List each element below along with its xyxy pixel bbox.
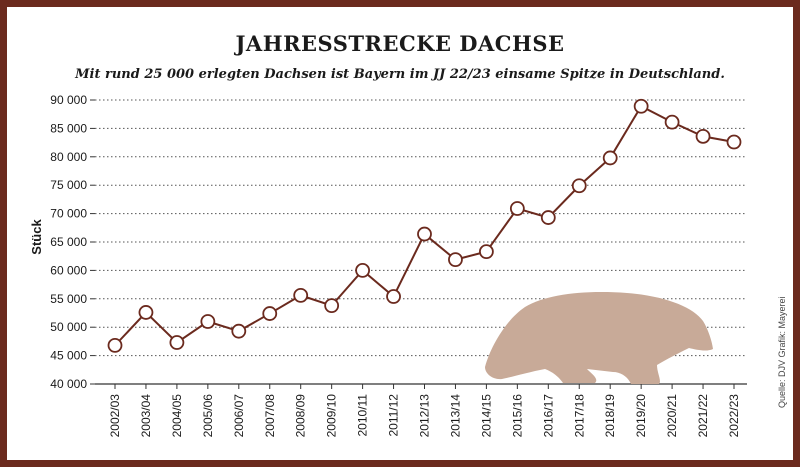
x-tick-label: 2022/23 xyxy=(727,394,741,438)
data-point xyxy=(571,178,587,194)
data-point xyxy=(664,114,680,130)
x-tick-label: 2011/12 xyxy=(387,394,401,437)
data-point xyxy=(633,98,649,114)
x-tick-label: 2006/07 xyxy=(232,394,246,438)
x-tick-label: 2019/20 xyxy=(634,394,648,438)
data-markers xyxy=(107,98,742,353)
data-point xyxy=(138,305,154,320)
y-tick-label: 85 000 xyxy=(50,121,87,135)
x-tick-label: 2017/18 xyxy=(572,394,586,438)
badger-icon xyxy=(485,292,713,384)
chart-title: JAHRESSTRECKE DACHSE xyxy=(235,31,565,56)
y-tick-label: 55 000 xyxy=(50,292,87,306)
data-point xyxy=(231,323,247,339)
data-point xyxy=(602,150,618,166)
y-tick-label: 75 000 xyxy=(50,178,87,192)
y-tick-label: 70 000 xyxy=(50,207,87,221)
y-tick-label: 45 000 xyxy=(50,349,87,363)
data-point xyxy=(293,287,309,303)
x-tick-label: 2002/03 xyxy=(108,394,122,438)
x-tick-labels: 2002/03 2003/04 2004/05 2005/06 2006/07 2007/… xyxy=(108,394,741,438)
x-tick-label: 2018/19 xyxy=(603,394,617,438)
x-tick-label: 2016/17 xyxy=(541,394,555,438)
y-tick-label: 65 000 xyxy=(50,235,87,249)
x-tick-label: 2010/11 xyxy=(356,394,370,437)
data-point xyxy=(540,210,556,225)
data-point xyxy=(478,244,494,260)
data-point xyxy=(448,252,463,268)
x-tick-label: 2013/14 xyxy=(448,394,462,438)
x-tick-label: 2003/04 xyxy=(139,394,153,438)
badger-silhouette xyxy=(485,292,713,384)
data-point xyxy=(324,298,340,314)
data-point xyxy=(107,337,123,353)
x-tick-label: 2021/22 xyxy=(696,394,710,438)
x-tick-label: 2015/16 xyxy=(510,394,524,438)
x-tick-label: 2009/10 xyxy=(325,394,339,438)
data-point xyxy=(386,289,401,304)
y-tick-label: 80 000 xyxy=(50,150,87,164)
x-tick-label: 2004/05 xyxy=(170,394,184,438)
y-tick-label: 50 000 xyxy=(50,320,87,334)
data-point xyxy=(726,134,742,150)
x-tick-label: 2007/08 xyxy=(263,394,277,438)
x-tick-label: 2020/21 xyxy=(665,394,679,438)
x-tick-label: 2012/13 xyxy=(418,394,432,438)
chart-subtitle: Mit rund 25 000 erlegten Dachsen ist Bay… xyxy=(75,67,725,82)
data-point xyxy=(509,201,525,216)
data-point xyxy=(355,262,371,278)
x-tick-label: 2014/15 xyxy=(479,394,493,438)
y-tick-label: 40 000 xyxy=(50,377,87,391)
x-tick-label: 2008/09 xyxy=(294,394,308,438)
y-tick-label: 90 000 xyxy=(50,93,87,107)
data-point xyxy=(262,306,278,321)
data-point xyxy=(200,314,216,329)
y-tick-labels: 40 000 45 000 50 000 55 000 60 000 65 000 70 0… xyxy=(50,93,87,391)
data-point xyxy=(695,128,711,144)
chart-frame: JAHRESSTRECKE DACHSE Mit rund 25 000 erl… xyxy=(7,7,793,460)
data-point xyxy=(169,335,185,350)
line-chart: 40 000 45 000 50 000 55 000 60 000 65 000 70 0… xyxy=(50,93,747,438)
x-tick-label: 2005/06 xyxy=(201,394,215,438)
y-tick-label: 60 000 xyxy=(50,263,87,277)
data-point xyxy=(417,226,432,242)
